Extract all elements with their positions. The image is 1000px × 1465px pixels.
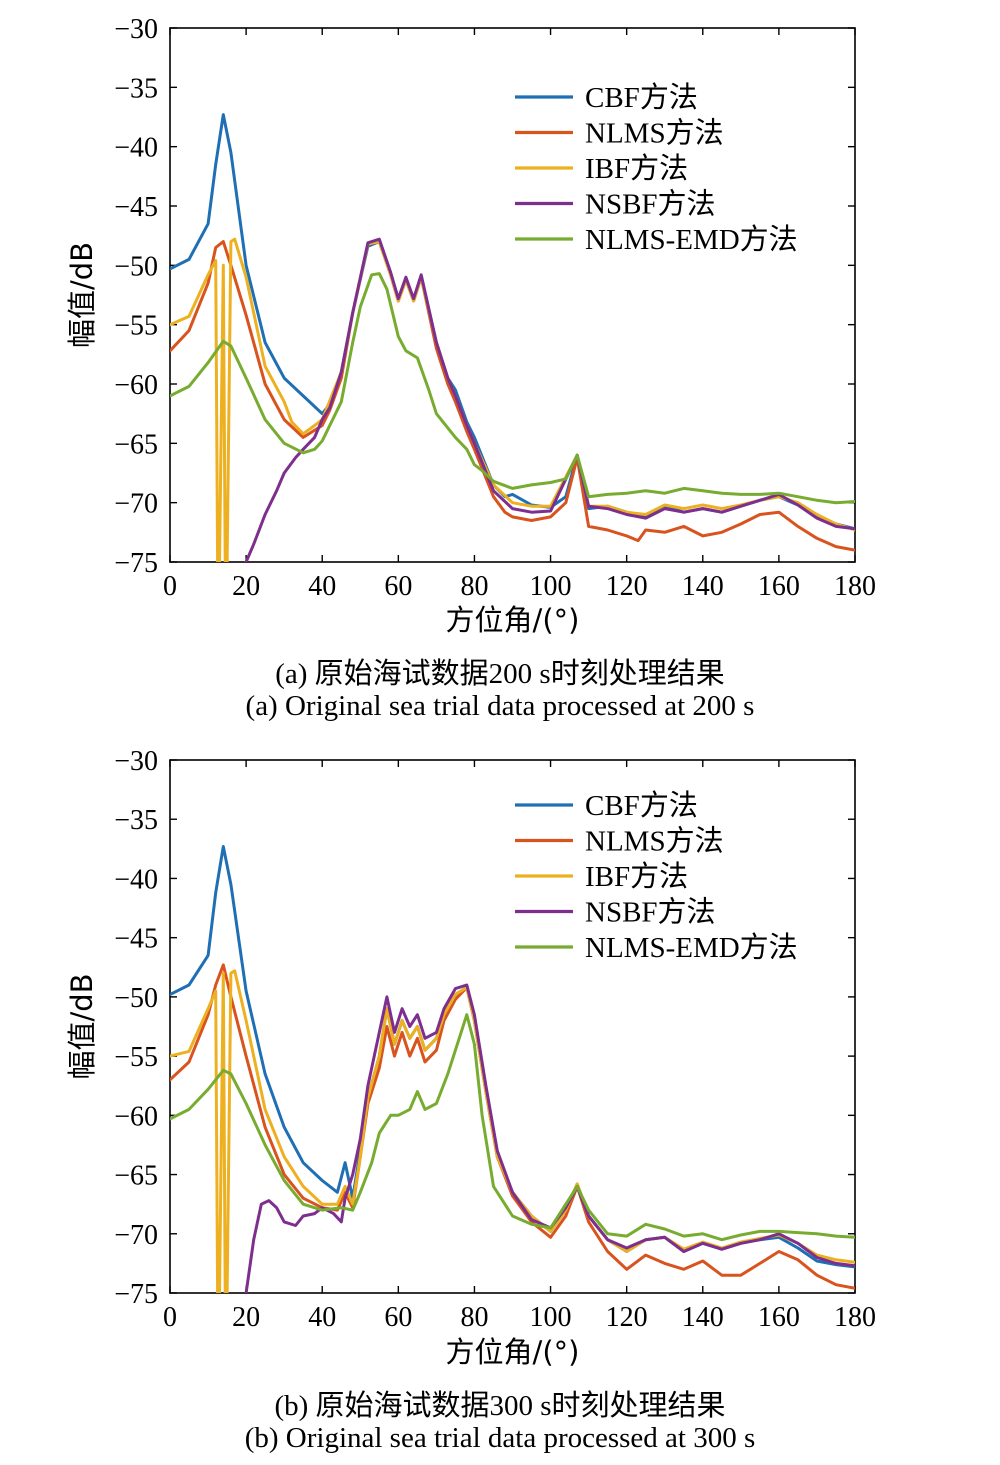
- y-tick-label: −60: [114, 370, 158, 401]
- y-axis-label: 幅值/dB: [65, 973, 99, 1079]
- y-tick-label: −65: [114, 1161, 158, 1192]
- caption-a-cn: (a) 原始海试数据200 s时刻处理结果: [275, 658, 725, 690]
- x-axis-label: 方位角/(°): [446, 1335, 580, 1369]
- y-axis-label: 幅值/dB: [65, 242, 99, 348]
- x-tick-label: 40: [308, 571, 336, 602]
- x-tick-label: 20: [232, 571, 260, 602]
- legend-entry: IBF方法: [585, 860, 688, 893]
- x-tick-label: 80: [460, 571, 488, 602]
- x-tick-label: 80: [460, 1302, 488, 1333]
- x-tick-label: 120: [606, 1302, 648, 1333]
- y-tick-label: −30: [114, 14, 158, 45]
- x-axis-label: 方位角/(°): [446, 603, 580, 637]
- y-tick-label: −30: [114, 746, 158, 777]
- series-line: [244, 983, 855, 1293]
- x-tick-label: 140: [682, 1302, 724, 1333]
- legend-entry: NSBF方法: [585, 896, 716, 929]
- x-tick-label: 120: [606, 571, 648, 602]
- y-tick-label: −45: [114, 192, 158, 223]
- x-tick-label: 40: [308, 1302, 336, 1333]
- y-tick-label: −40: [114, 133, 158, 164]
- y-tick-label: −70: [114, 1220, 158, 1251]
- legend-entry: NLMS-EMD方法: [585, 931, 798, 964]
- y-tick-label: −55: [114, 1042, 158, 1073]
- series-group: [170, 113, 855, 562]
- x-tick-label: 160: [758, 1302, 800, 1333]
- plot-frame: [169, 759, 856, 1294]
- y-tick-label: −50: [114, 983, 158, 1014]
- series-line: [170, 240, 855, 552]
- x-tick-label: 100: [530, 571, 572, 602]
- x-tick-label: 160: [758, 571, 800, 602]
- x-tick-label: 0: [163, 571, 177, 602]
- chart-a: 0 20 40 60 80 100 120 140 160 180 −30 −35 −40 −45 −50 −…: [65, 14, 876, 637]
- series-line: [170, 1013, 855, 1242]
- legend-entry: NLMS方法: [585, 825, 724, 858]
- caption-a-en: (a) Original sea trial data processed at…: [245, 690, 755, 722]
- x-tick-label: 60: [384, 571, 412, 602]
- y-tick-label: −60: [114, 1101, 158, 1132]
- chart-b: 0 20 40 60 80 100 120 140 160 180 −30 −35 −40 −45 −50 −…: [65, 746, 876, 1369]
- x-tick-label: 100: [530, 1302, 572, 1333]
- legend-entry: NLMS方法: [585, 117, 724, 150]
- legend-entry: CBF方法: [585, 81, 698, 114]
- legend-entry: CBF方法: [585, 789, 698, 822]
- x-tick-label: 180: [834, 1302, 876, 1333]
- series-group: [170, 845, 855, 1293]
- x-tick-label: 0: [163, 1302, 177, 1333]
- series-line: [170, 969, 855, 1293]
- y-tick-label: −75: [114, 1279, 158, 1310]
- series-line: [170, 963, 855, 1290]
- caption-b-cn: (b) 原始海试数据300 s时刻处理结果: [274, 1390, 726, 1422]
- y-tick-label: −75: [114, 548, 158, 579]
- legend-entry: NSBF方法: [585, 188, 716, 221]
- caption-b-en: (b) Original sea trial data processed at…: [244, 1422, 756, 1454]
- y-tick-label: −35: [114, 805, 158, 836]
- series-line: [244, 237, 855, 562]
- y-tick-label: −65: [114, 429, 158, 460]
- x-tick-label: 60: [384, 1302, 412, 1333]
- y-tick-label: −35: [114, 73, 158, 104]
- y-tick-label: −70: [114, 489, 158, 520]
- y-tick-label: −40: [114, 864, 158, 895]
- y-tick-label: −45: [114, 924, 158, 955]
- x-tick-label: 20: [232, 1302, 260, 1333]
- series-line: [170, 272, 855, 505]
- y-tick-label: −55: [114, 311, 158, 342]
- legend-entry: NLMS-EMD方法: [585, 223, 798, 256]
- y-tick-label: −50: [114, 251, 158, 282]
- plot-frame: [169, 27, 856, 563]
- x-tick-label: 140: [682, 571, 724, 602]
- x-tick-label: 180: [834, 571, 876, 602]
- legend-entry: IBF方法: [585, 152, 688, 185]
- series-line: [170, 113, 855, 531]
